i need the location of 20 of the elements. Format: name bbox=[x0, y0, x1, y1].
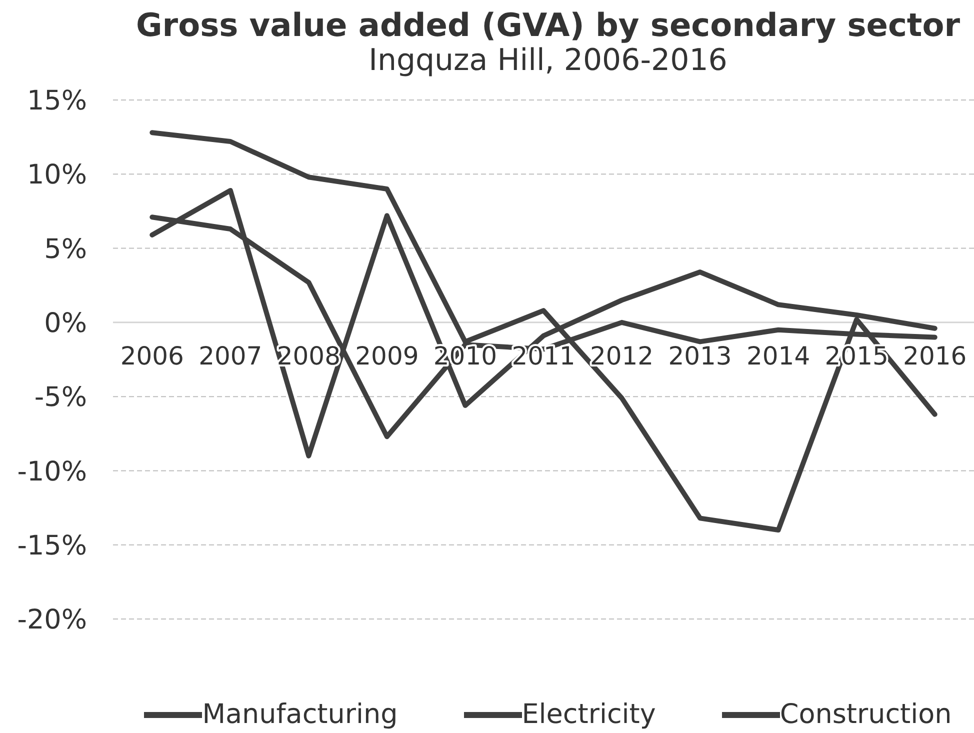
y-tick-label: 0% bbox=[44, 308, 87, 340]
x-tick-label: 2013 bbox=[668, 341, 732, 370]
x-tick-label: 2012 bbox=[590, 341, 654, 370]
y-tick-label: -10% bbox=[17, 456, 87, 488]
chart-subtitle: Ingquza Hill, 2006-2016 bbox=[368, 43, 728, 78]
x-tick-label: 2009 bbox=[355, 341, 419, 370]
y-tick-label: -15% bbox=[17, 530, 87, 562]
y-tick-label: -20% bbox=[17, 604, 87, 636]
x-tick-label: 2014 bbox=[746, 341, 810, 370]
x-tick-label: 2016 bbox=[903, 341, 967, 370]
y-tick-label: 15% bbox=[26, 86, 87, 117]
legend-label: Manufacturing bbox=[202, 699, 398, 731]
y-tick-label: 5% bbox=[44, 234, 87, 265]
y-tick-label: -5% bbox=[34, 382, 87, 414]
y-tick-label: 10% bbox=[26, 160, 87, 191]
chart-title: Gross value added (GVA) by secondary sector bbox=[135, 6, 961, 44]
x-tick-label: 2007 bbox=[198, 341, 262, 370]
legend-label: Electricity bbox=[522, 699, 656, 731]
legend-label: Construction bbox=[780, 699, 952, 731]
x-tick-label: 2006 bbox=[120, 341, 184, 370]
